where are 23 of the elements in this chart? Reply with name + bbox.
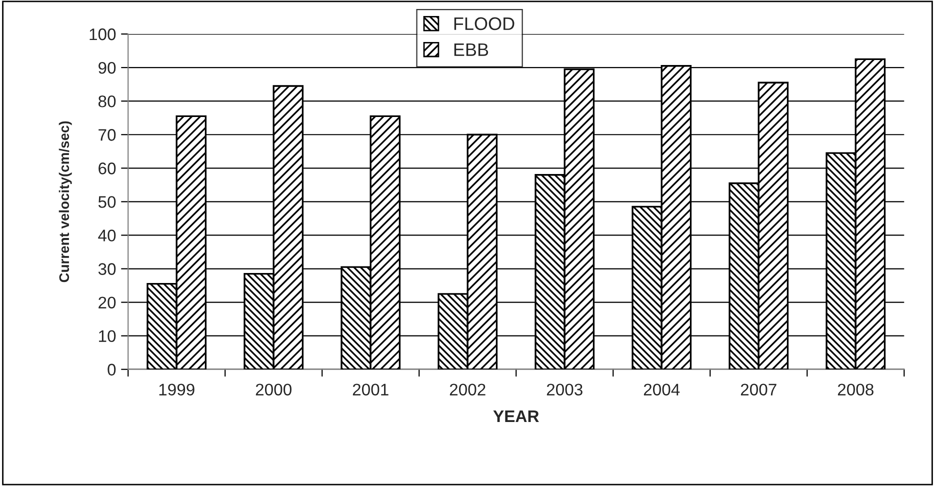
y-axis-title: Current velocity(cm/sec)	[58, 121, 72, 282]
y-tick-label: 60	[98, 162, 116, 174]
y-tick-label: 30	[98, 263, 116, 275]
x-tick-label: 2000	[256, 384, 292, 396]
y-tick-label: 10	[99, 330, 116, 342]
legend-label: FLOOD	[454, 17, 514, 30]
x-tick-label: 2003	[546, 384, 582, 396]
y-tick-label: 40	[98, 230, 116, 242]
x-tick-label: 2007	[740, 384, 776, 396]
x-tick-label: 1999	[159, 384, 194, 396]
x-tick-label: 2002	[450, 384, 486, 396]
x-tick-label: 2001	[352, 384, 388, 396]
y-tick-label: 50	[98, 196, 116, 208]
y-tick-label: 20	[98, 296, 116, 308]
y-tick-label: 0	[108, 364, 116, 376]
y-tick-label: 80	[98, 95, 116, 108]
y-tick-label: 70	[98, 129, 116, 141]
x-tick-label: 2008	[838, 384, 874, 396]
x-tick-label: 2004	[644, 384, 680, 396]
y-tick-label: 100	[90, 28, 116, 40]
x-axis-title: YEAR	[493, 410, 539, 422]
legend-label: EBB	[454, 43, 488, 56]
y-tick-label: 90	[98, 62, 116, 74]
